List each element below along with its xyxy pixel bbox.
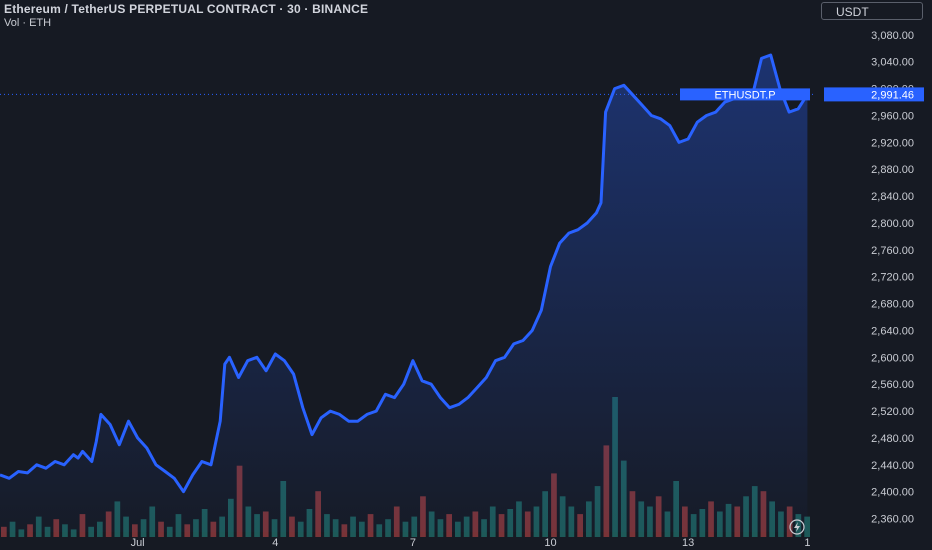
price-tick-label: 2,880.00 [871,164,914,176]
price-badge-value: 2,991.46 [871,89,914,101]
symbol-title[interactable]: Ethereum / TetherUS PERPETUAL CONTRACT ·… [4,2,369,16]
time-tick-label: 10 [544,537,556,549]
time-tick-label: 4 [272,537,278,549]
price-tick-label: 2,760.00 [871,245,914,257]
price-tick-label: 2,640.00 [871,326,914,338]
price-tick-label: 2,800.00 [871,218,914,230]
volume-bar [70,529,77,537]
price-tick-label: 3,040.00 [871,57,914,69]
symbol-badge [680,88,810,101]
time-axis[interactable]: Jul 4 7 10 13 1 [131,537,811,549]
price-tick-label: 2,480.00 [871,433,914,445]
currency-button[interactable]: USDT [821,2,923,20]
price-tick-label: 2,960.00 [871,111,914,123]
time-tick-label: Jul [131,537,145,549]
price-tick-label: 2,400.00 [871,487,914,499]
price-tick-label: 2,840.00 [871,191,914,203]
price-tick-label: 2,440.00 [871,460,914,472]
time-tick-label: 13 [682,537,694,549]
volume-bar [18,529,25,537]
volume-legend[interactable]: Vol · ETH [4,17,52,29]
price-tick-label: 2,360.00 [871,514,914,526]
last-price-badge: ETHUSDT.P 2,991.46 [0,87,924,102]
time-tick-label: 1 [804,537,810,549]
lightning-icon[interactable] [789,519,805,535]
symbol-badge-label: ETHUSDT.P [714,89,775,101]
price-tick-label: 2,680.00 [871,299,914,311]
price-tick-label: 3,080.00 [871,30,914,42]
price-tick-label: 2,520.00 [871,406,914,418]
time-tick-label: 7 [410,537,416,549]
price-area-fill [0,55,808,532]
price-badge [824,87,924,102]
price-tick-label: 2,720.00 [871,272,914,284]
price-tick-label: 2,560.00 [871,379,914,391]
price-tick-label: 2,600.00 [871,352,914,364]
chart-header: Ethereum / TetherUS PERPETUAL CONTRACT ·… [4,2,368,29]
price-tick-label: 2,920.00 [871,137,914,149]
price-line [0,53,809,494]
price-axis[interactable]: 3,080.003,040.003,000.002,960.002,920.00… [871,30,914,526]
